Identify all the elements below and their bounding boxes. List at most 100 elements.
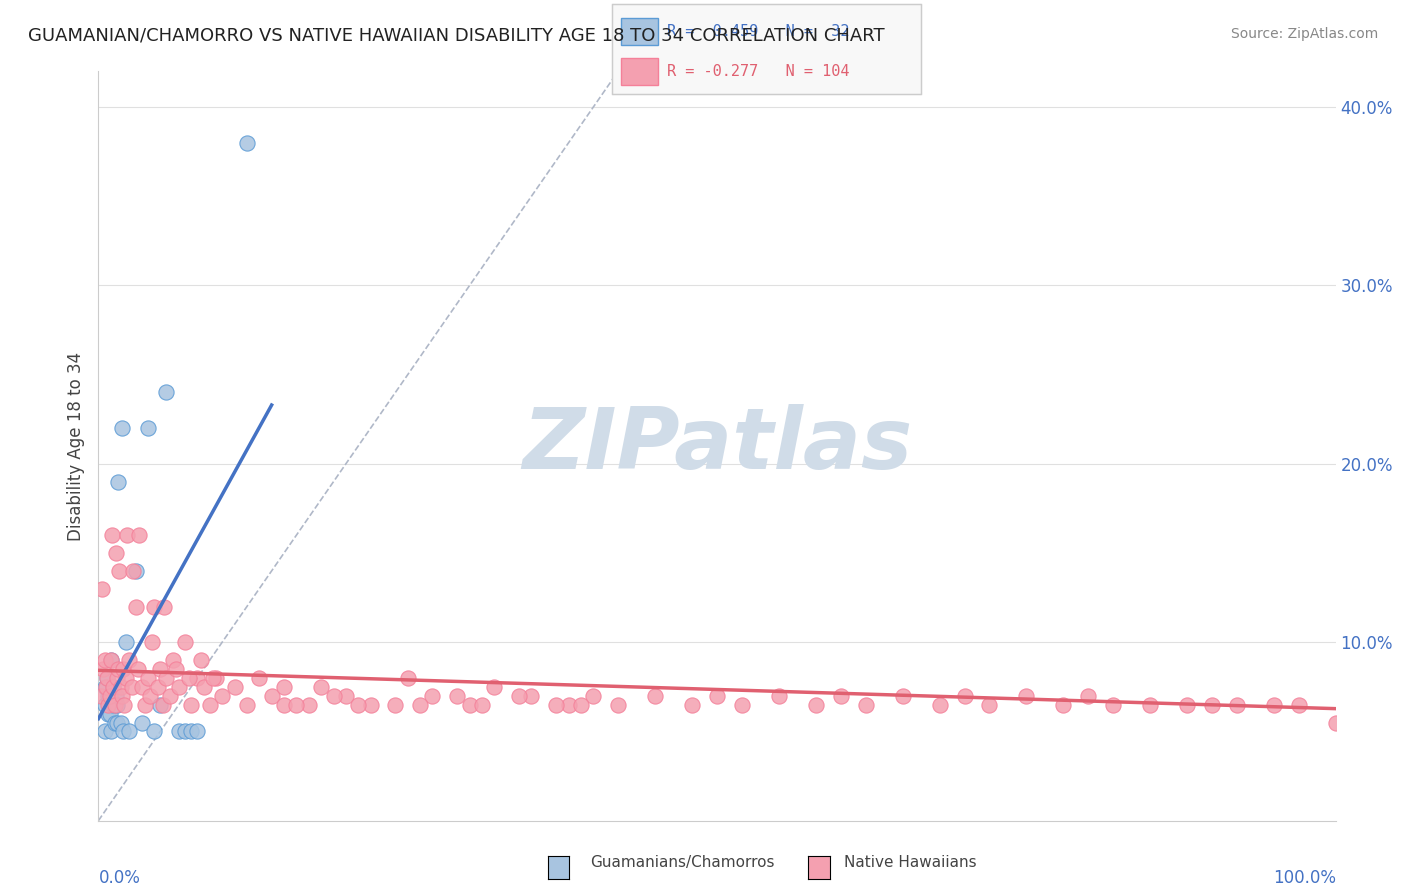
Point (582, 689, 605, 703)
Point (186, 724, 208, 739)
Point (118, 653, 141, 667)
Point (103, 698, 125, 712)
Point (112, 724, 135, 739)
Text: 100.0%: 100.0% (1272, 870, 1336, 888)
Point (891, 689, 914, 703)
Point (1102, 698, 1125, 712)
Point (422, 689, 444, 703)
Point (384, 698, 406, 712)
Point (155, 671, 177, 685)
Point (98, 689, 121, 703)
Point (165, 662, 187, 676)
Point (98, 706, 121, 721)
Point (953, 689, 976, 703)
FancyBboxPatch shape (621, 58, 658, 85)
Text: GUAMANIAN/CHAMORRO VS NATIVE HAWAIIAN DISABILITY AGE 18 TO 34 CORRELATION CHART: GUAMANIAN/CHAMORRO VS NATIVE HAWAIIAN DI… (28, 27, 884, 45)
FancyBboxPatch shape (621, 18, 658, 45)
Point (107, 662, 129, 676)
Text: R =  0.459   N =  32: R = 0.459 N = 32 (668, 24, 849, 38)
Point (97, 698, 120, 712)
Point (115, 528, 138, 542)
Point (103, 715, 125, 730)
Point (105, 671, 128, 685)
Text: 0.0%: 0.0% (98, 870, 141, 888)
Point (122, 564, 145, 578)
Point (768, 689, 790, 703)
Point (110, 715, 132, 730)
Point (96, 671, 118, 685)
Point (360, 698, 382, 712)
Point (124, 599, 146, 614)
Point (260, 689, 283, 703)
Point (471, 698, 494, 712)
Point (104, 546, 127, 560)
Point (108, 564, 131, 578)
Point (111, 421, 134, 435)
Point (105, 698, 128, 712)
Point (979, 698, 1001, 712)
Point (159, 689, 181, 703)
Point (273, 680, 295, 694)
Point (110, 680, 132, 694)
Point (105, 715, 128, 730)
Point (322, 689, 344, 703)
Point (546, 698, 568, 712)
Point (205, 671, 228, 685)
Point (1175, 698, 1198, 712)
Point (149, 698, 172, 712)
Point (1324, 715, 1347, 730)
Point (136, 671, 159, 685)
Point (103, 680, 125, 694)
Point (118, 724, 141, 739)
Point (139, 689, 162, 703)
Point (211, 689, 233, 703)
Text: Native Hawaiians: Native Hawaiians (844, 855, 976, 870)
Point (830, 689, 852, 703)
Point (107, 475, 129, 489)
Point (273, 698, 295, 712)
Point (335, 689, 357, 703)
Point (167, 724, 190, 739)
Point (127, 662, 149, 676)
Point (174, 724, 197, 739)
Point (1288, 698, 1310, 712)
Point (124, 564, 146, 578)
Point (103, 680, 125, 694)
Point (309, 680, 332, 694)
Point (94, 680, 117, 694)
Point (236, 136, 259, 150)
Point (112, 698, 135, 712)
Point (928, 698, 950, 712)
Point (114, 635, 136, 649)
Point (193, 680, 215, 694)
Text: ZIPatlas: ZIPatlas (522, 404, 912, 488)
Point (162, 653, 184, 667)
Point (1077, 689, 1099, 703)
Point (190, 653, 212, 667)
Point (681, 698, 703, 712)
Point (167, 680, 190, 694)
Point (569, 698, 592, 712)
Point (103, 698, 125, 712)
Point (146, 680, 169, 694)
Point (134, 698, 156, 712)
Point (100, 724, 122, 739)
Point (143, 599, 166, 614)
Point (141, 635, 163, 649)
Point (458, 698, 481, 712)
Point (508, 689, 530, 703)
Point (247, 671, 270, 685)
Point (90, 689, 112, 703)
Point (114, 671, 136, 685)
Point (131, 715, 153, 730)
Point (155, 385, 177, 400)
Point (446, 689, 468, 703)
Point (131, 680, 153, 694)
Point (607, 698, 630, 712)
Point (177, 671, 200, 685)
Point (1139, 698, 1161, 712)
Point (111, 689, 134, 703)
Point (149, 662, 172, 676)
Point (93, 653, 115, 667)
Point (97, 689, 120, 703)
